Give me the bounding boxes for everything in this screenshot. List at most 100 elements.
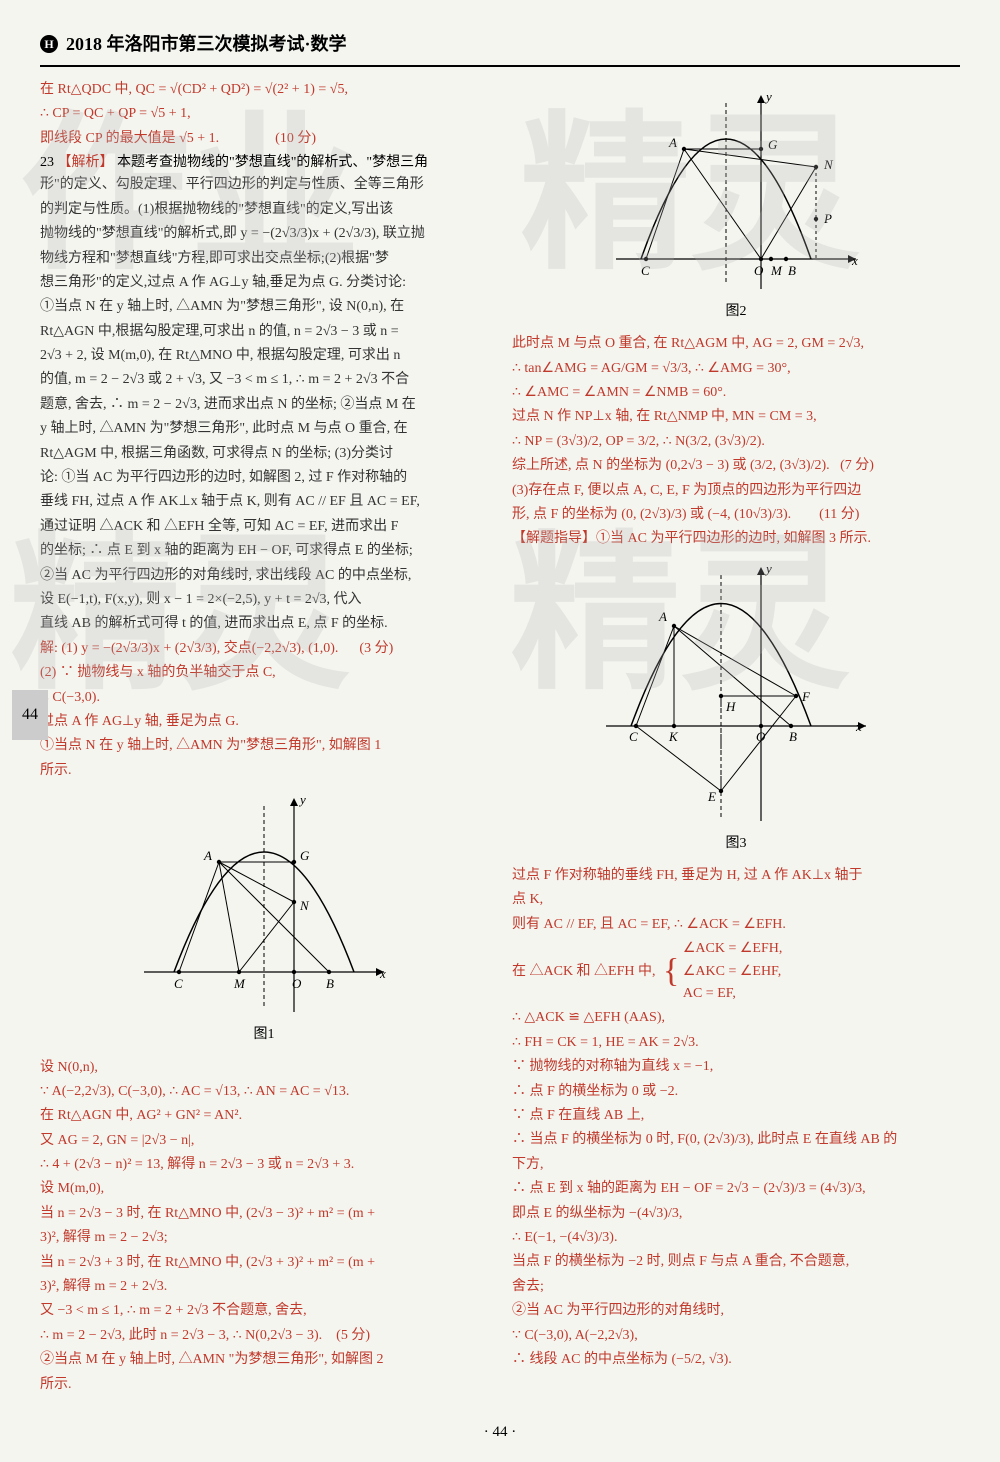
text-line: 则有 AC // EF, 且 AC = EF, ∴ ∠ACK = ∠EFH. xyxy=(512,914,960,936)
figure-caption: 图3 xyxy=(512,833,960,855)
text-line: 2√3 + 2, 设 M(m,0), 在 Rt△MNO 中, 根据勾股定理, 可… xyxy=(40,345,488,367)
text-line: 直线 AB 的解析式可得 t 的值, 进而求出点 E, 点 F 的坐标. xyxy=(40,613,488,635)
text-line: 题意, 舍去, ∴ m = 2 − 2√3, 进而求出点 N 的坐标; ②当点 … xyxy=(40,394,488,416)
text-line: 抛物线的"梦想直线"的解析式,即 y = −(2√3/3)x + (2√3/3)… xyxy=(40,223,488,245)
text-line: 又 −3 < m ≤ 1, ∴ m = 2 + 2√3 不合题意, 舍去, xyxy=(40,1300,488,1322)
figure-2: yxAGNPCOMB 图2 xyxy=(512,89,960,323)
text-line: ∴ 点 E 到 x 轴的距离为 EH − OF = 2√3 − (2√3)/3 … xyxy=(512,1178,960,1200)
text-line: ∴ 当点 F 的横坐标为 0 时, F(0, (2√3)/3), 此时点 E 在… xyxy=(512,1129,960,1151)
text-line: 3)², 解得 m = 2 − 2√3; xyxy=(40,1227,488,1249)
text-line: 形, 点 F 的坐标为 (0, (2√3)/3) 或 (−4, (10√3)/3… xyxy=(512,504,960,526)
text-line: 的值, m = 2 − 2√3 或 2 + √3, 又 −3 < m ≤ 1, … xyxy=(40,369,488,391)
svg-text:C: C xyxy=(174,976,183,991)
bracket-item: ∠ACK = ∠EFH, xyxy=(683,938,783,960)
text-line: 通过证明 △ACK 和 △EFH 全等, 可知 AC = EF, 进而求出 F xyxy=(40,516,488,538)
text-line: 解: (1) y = −(2√3/3)x + (2√3/3), 交点(−2,2√… xyxy=(40,638,488,660)
text-line: 设 N(0,n), xyxy=(40,1057,488,1079)
page-header: H 2018 年洛阳市第三次模拟考试·数学 xyxy=(40,30,960,67)
svg-text:B: B xyxy=(326,976,334,991)
text-line: 形"的定义、勾股定理、平行四边形的判定与性质、全等三角形 xyxy=(40,174,488,196)
text-line: 物线方程和"梦想直线"方程,即可求出交点坐标;(2)根据"梦 xyxy=(40,248,488,270)
text-line: Rt△AGN 中,根据勾股定理,可求出 n 的值, n = 2√3 − 3 或 … xyxy=(40,321,488,343)
text-line: 所示. xyxy=(40,1374,488,1396)
figure-caption: 图2 xyxy=(512,301,960,323)
text-line: 论: ①当 AC 为平行四边形的边时, 如解图 2, 过 F 作对称轴的 xyxy=(40,467,488,489)
text-line: 在 Rt△QDC 中, QC = √(CD² + QD²) = √(2² + 1… xyxy=(40,79,488,101)
text-line: ∵ 点 F 在直线 AB 上, xyxy=(512,1105,960,1127)
svg-text:M: M xyxy=(233,976,246,991)
text-line: ∴ 线段 AC 的中点坐标为 (−5/2, √3). xyxy=(512,1349,960,1371)
svg-text:x: x xyxy=(851,253,858,268)
text-line: 当 n = 2√3 + 3 时, 在 Rt△MNO 中, (2√3 + 3)² … xyxy=(40,1252,488,1274)
text-line: 即点 E 的纵坐标为 −(4√3)/3, xyxy=(512,1203,960,1225)
text-line: ∴ m = 2 − 2√3, 此时 n = 2√3 − 3, ∴ N(0,2√3… xyxy=(40,1325,488,1347)
text-line: 当点 F 的横坐标为 −2 时, 则点 F 与点 A 重合, 不合题意, xyxy=(512,1251,960,1273)
content-columns: 在 Rt△QDC 中, QC = √(CD² + QD²) = √(2² + 1… xyxy=(40,79,960,1398)
text-line: 设 M(m,0), xyxy=(40,1178,488,1200)
text-line: 即线段 CP 的最大值是 √5 + 1. (10 分) xyxy=(40,128,488,150)
svg-text:x: x xyxy=(379,966,386,981)
text-line: ∴ tan∠AMG = AG/GM = √3/3, ∴ ∠AMG = 30°, xyxy=(512,358,960,380)
text-line: 本题考查抛物线的"梦想直线"的解析式、"梦想三角 xyxy=(117,155,428,170)
text-line: 所示. xyxy=(40,760,488,782)
figure-3: yxAFHCKOBE 图3 xyxy=(512,561,960,855)
text-line: 又 AG = 2, GN = |2√3 − n|, xyxy=(40,1130,488,1152)
svg-text:B: B xyxy=(788,263,796,278)
text-line: ∴ CP = QC + QP = √5 + 1, xyxy=(40,103,488,125)
text-line: 舍去; xyxy=(512,1276,960,1298)
svg-text:O: O xyxy=(756,729,766,744)
text-line: ②当 AC 为平行四边形的对角线时, xyxy=(512,1300,960,1322)
svg-text:P: P xyxy=(823,211,832,226)
text-line: ∴ ∠AMC = ∠AMN = ∠NMB = 60°. xyxy=(512,382,960,404)
text-line: y 轴上时, △AMN 为"梦想三角形", 此时点 M 与点 O 重合, 在 xyxy=(40,418,488,440)
text-line: ②当 AC 为平行四边形的对角线时, 求出线段 AC 的中点坐标, xyxy=(40,565,488,587)
page-title: 2018 年洛阳市第三次模拟考试·数学 xyxy=(66,30,347,59)
text-line: 综上所述, 点 N 的坐标为 (0,2√3 − 3) 或 (3/2, (3√3)… xyxy=(512,455,960,477)
text-line: ②当点 M 在 y 轴上时, △AMN "为梦想三角形", 如解图 2 xyxy=(40,1349,488,1371)
text-line: ∴ 4 + (2√3 − n)² = 13, 解得 n = 2√3 − 3 或 … xyxy=(40,1154,488,1176)
text-line: ∵ 抛物线的对称轴为直线 x = −1, xyxy=(512,1056,960,1078)
parabola-diagram-3: yxAFHCKOBE xyxy=(596,561,876,831)
text-line: (3)存在点 F, 便以点 A, C, E, F 为顶点的四边形为平行四边 xyxy=(512,480,960,502)
text-line: ∴ FH = CK = 1, HE = AK = 2√3. xyxy=(512,1032,960,1054)
text-line: ∴ NP = (3√3)/2, OP = 3/2, ∴ N(3/2, (3√3)… xyxy=(512,431,960,453)
text-line: ∴ △ACK ≌ △EFH (AAS), xyxy=(512,1007,960,1029)
svg-text:B: B xyxy=(789,729,797,744)
text-line: 过点 A 作 AG⊥y 轴, 垂足为点 G. xyxy=(40,711,488,733)
svg-text:C: C xyxy=(629,729,638,744)
text-line: 3)², 解得 m = 2 + 2√3. xyxy=(40,1276,488,1298)
svg-text:K: K xyxy=(668,729,679,744)
svg-text:x: x xyxy=(855,719,862,734)
svg-text:A: A xyxy=(203,848,212,863)
svg-text:y: y xyxy=(298,792,306,807)
svg-text:F: F xyxy=(801,689,811,704)
text-line: ∴ 点 F 的横坐标为 0 或 −2. xyxy=(512,1081,960,1103)
text-line: Rt△AGM 中, 根据三角函数, 可求得点 N 的坐标; (3)分类讨 xyxy=(40,443,488,465)
parabola-diagram-2: yxAGNPCOMB xyxy=(606,89,866,299)
text-line: ∴ E(−1, −(4√3)/3). xyxy=(512,1227,960,1249)
svg-text:H: H xyxy=(725,699,736,714)
text-line: ①当点 N 在 y 轴上时, △AMN 为"梦想三角形", 设 N(0,n), … xyxy=(40,296,488,318)
bracket-prefix: 在 △ACK 和 △EFH 中, xyxy=(512,964,659,979)
svg-text:N: N xyxy=(823,157,834,172)
bracket-system: 在 △ACK 和 △EFH 中, { ∠ACK = ∠EFH, ∠AKC = ∠… xyxy=(512,938,960,1005)
svg-text:O: O xyxy=(754,263,764,278)
text-line: 在 Rt△AGN 中, AG² + GN² = AN². xyxy=(40,1105,488,1127)
svg-text:N: N xyxy=(299,898,310,913)
text-line: 此时点 M 与点 O 重合, 在 Rt△AGM 中, AG = 2, GM = … xyxy=(512,333,960,355)
header-badge: H xyxy=(40,35,58,53)
svg-text:G: G xyxy=(300,848,310,863)
text-line: 的坐标; ∴ 点 E 到 x 轴的距离为 EH − OF, 可求得点 E 的坐标… xyxy=(40,540,488,562)
text-line: 的判定与性质。(1)根据抛物线的"梦想直线"的定义,写出该 xyxy=(40,199,488,221)
figure-1: yxAGNCMOB 图1 xyxy=(40,792,488,1046)
svg-text:y: y xyxy=(764,89,772,104)
text-line: 点 K, xyxy=(512,889,960,911)
analysis-label: 【解析】 xyxy=(58,155,114,170)
text-line: 过点 F 作对称轴的垂线 FH, 垂足为 H, 过 A 作 AK⊥x 轴于 xyxy=(512,865,960,887)
left-column: 在 Rt△QDC 中, QC = √(CD² + QD²) = √(2² + 1… xyxy=(40,79,488,1398)
svg-text:A: A xyxy=(668,135,677,150)
page-tab: 44 xyxy=(12,690,48,740)
svg-text:M: M xyxy=(770,263,783,278)
svg-text:E: E xyxy=(707,789,716,804)
text-line: ∵ C(−3,0), A(−2,2√3), xyxy=(512,1325,960,1347)
